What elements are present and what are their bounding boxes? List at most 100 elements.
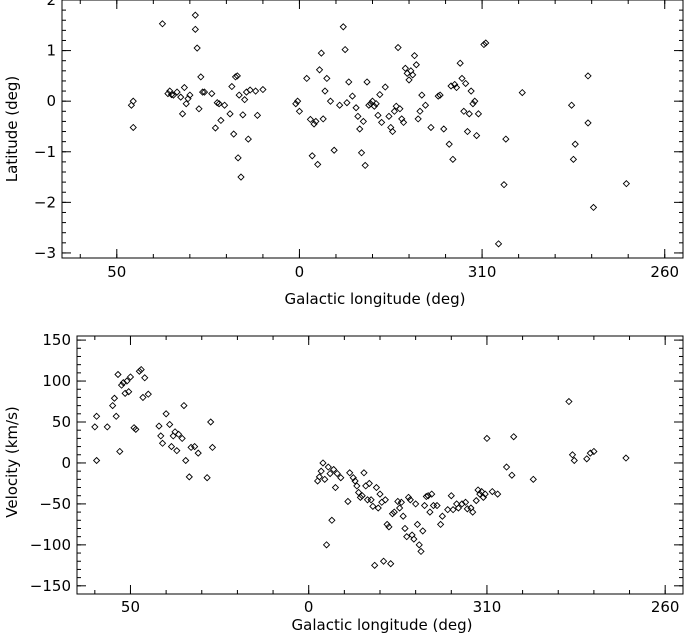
latitude-data-point — [372, 100, 380, 108]
latitude-data-point — [195, 105, 203, 113]
latitude-data-point — [589, 203, 598, 212]
velocity-x-tick-label: 310 — [473, 598, 502, 616]
velocity-x-tick-label: 50 — [121, 598, 140, 616]
latitude-data-point — [584, 119, 592, 127]
latitude-data-point — [388, 127, 397, 136]
latitude-data-point — [211, 124, 220, 132]
velocity-data-point — [413, 520, 422, 529]
latitude-data-point — [230, 130, 238, 138]
velocity-data-point — [358, 492, 366, 500]
velocity-x-axis-title: Galactic longitude (deg) — [292, 616, 473, 634]
velocity-data-point — [379, 557, 388, 565]
latitude-data-point — [233, 72, 241, 80]
velocity-data-point — [476, 490, 484, 498]
velocity-data-point — [510, 433, 518, 441]
latitude-data-point — [253, 111, 262, 119]
latitude-data-point — [407, 67, 415, 75]
velocity-data-point — [328, 516, 336, 524]
velocity-data-point — [178, 434, 186, 443]
latitude-data-point — [319, 115, 327, 123]
latitude-data-point — [471, 97, 479, 105]
velocity-data-point — [387, 560, 395, 568]
latitude-data-point — [567, 101, 576, 109]
velocity-data-point — [126, 373, 135, 381]
velocity-data-point — [110, 394, 119, 402]
velocity-data-point — [401, 524, 409, 533]
velocity-data-point — [376, 490, 384, 498]
velocity-data-point — [173, 447, 181, 455]
velocity-data-point — [622, 454, 630, 462]
velocity-data-point — [174, 430, 183, 438]
velocity-data-point — [428, 490, 436, 498]
velocity-data-point — [92, 456, 101, 465]
velocity-data-point — [570, 456, 578, 465]
latitude-data-point — [169, 91, 178, 99]
velocity-data-point — [372, 483, 381, 492]
velocity-data-point — [169, 432, 177, 440]
latitude-data-point — [312, 117, 320, 126]
velocity-data-point — [458, 500, 466, 508]
latitude-data-point — [370, 102, 378, 110]
latitude-data-point — [421, 101, 430, 109]
velocity-y-tick-label: −50 — [39, 495, 71, 513]
velocity-data-point — [135, 367, 144, 375]
latitude-data-point — [330, 146, 338, 154]
velocity-data-point — [420, 501, 429, 510]
latitude-data-point — [367, 100, 375, 108]
velocity-data-point — [367, 496, 375, 504]
latitude-data-point — [208, 89, 216, 98]
latitude-data-point — [345, 78, 353, 86]
latitude-points — [127, 11, 631, 248]
velocity-data-point — [415, 541, 423, 549]
velocity-data-point — [472, 496, 480, 505]
latitude-data-point — [365, 101, 373, 109]
latitude-data-point — [326, 97, 335, 105]
latitude-data-point — [191, 25, 199, 33]
velocity-y-axis-title: Velocity (km/s) — [3, 406, 21, 517]
latitude-data-point — [399, 118, 408, 127]
latitude-data-point — [469, 100, 477, 108]
velocity-data-point — [404, 493, 413, 501]
latitude-data-point — [158, 20, 167, 28]
latitude-data-point — [199, 88, 207, 96]
velocity-data-point — [344, 497, 352, 506]
velocity-data-point — [410, 535, 418, 543]
velocity-data-point — [203, 474, 211, 482]
velocity-data-point — [313, 477, 322, 485]
velocity-data-point — [424, 492, 432, 500]
latitude-data-point — [410, 52, 419, 60]
velocity-data-point — [116, 447, 124, 456]
latitude-data-point — [314, 160, 322, 169]
latitude-data-point — [474, 110, 483, 118]
latitude-data-point — [231, 73, 240, 81]
latitude-data-point — [500, 181, 508, 189]
latitude-data-point — [354, 112, 362, 120]
velocity-data-point — [321, 475, 329, 483]
velocity-y-tick-label: −150 — [30, 577, 71, 595]
latitude-data-point — [341, 45, 349, 54]
latitude-data-point — [405, 76, 413, 84]
latitude-data-point — [200, 88, 209, 96]
latitude-x-tick-label: 0 — [295, 263, 305, 281]
latitude-data-point — [394, 43, 402, 52]
latitude-data-point — [259, 85, 267, 94]
latitude-data-point — [180, 83, 189, 92]
latitude-data-point — [412, 61, 420, 69]
velocity-data-point — [433, 501, 441, 510]
velocity-data-point — [155, 422, 163, 430]
latitude-data-point — [321, 87, 329, 95]
velocity-data-point — [590, 447, 598, 456]
velocity-data-point — [417, 547, 425, 556]
latitude-data-point — [414, 115, 422, 123]
velocity-data-point — [194, 449, 202, 457]
velocity-data-point — [477, 487, 486, 496]
velocity-y-tick-label: 150 — [42, 331, 71, 349]
latitude-data-point — [456, 59, 464, 67]
velocity-data-point — [158, 439, 167, 447]
latitude-data-point — [451, 80, 459, 89]
velocity-data-point — [586, 449, 594, 457]
latitude-data-point — [462, 79, 470, 88]
latitude-x-tick-label: 50 — [107, 263, 126, 281]
latitude-data-point — [460, 107, 468, 115]
velocity-data-point — [444, 506, 452, 514]
